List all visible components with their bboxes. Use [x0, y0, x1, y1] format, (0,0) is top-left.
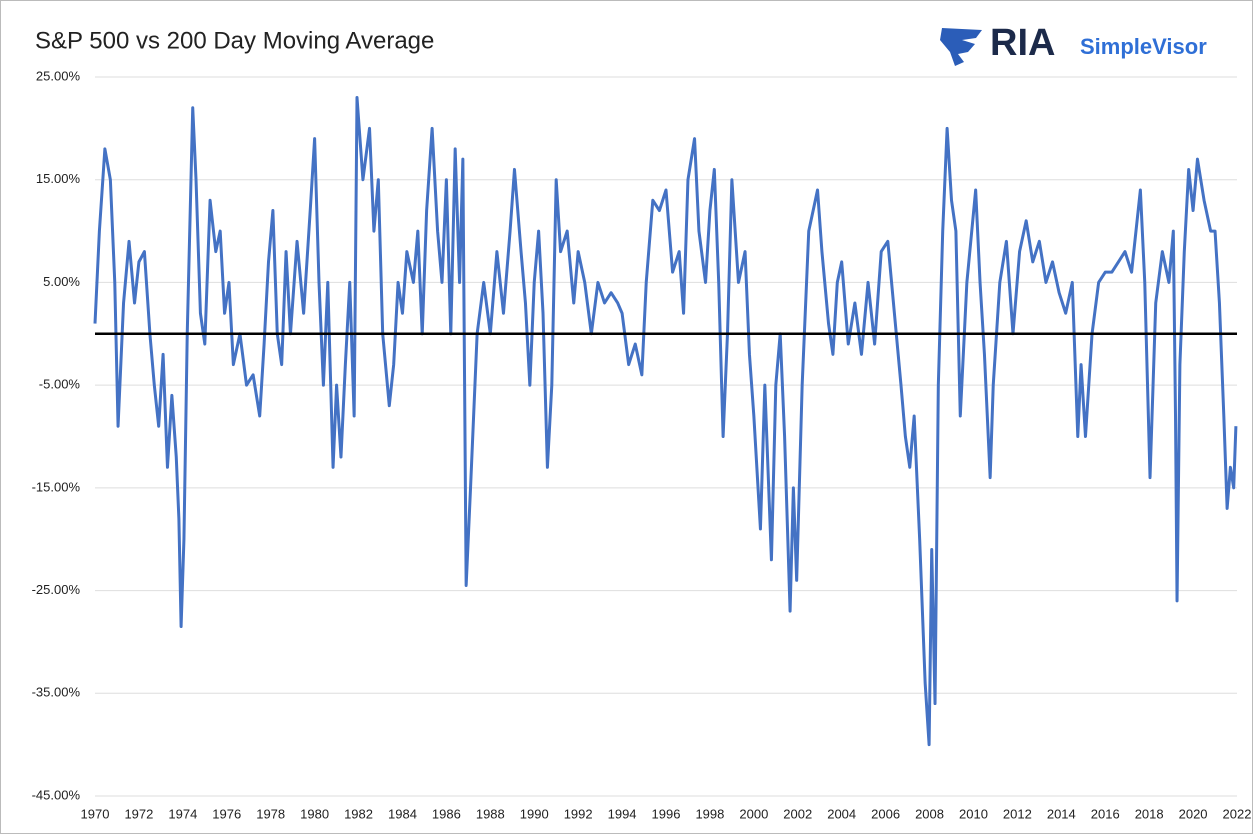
x-tick-label: 1990	[520, 806, 549, 821]
x-tick-label: 1984	[388, 806, 417, 821]
x-tick-label: 2016	[1091, 806, 1120, 821]
logo-brand: RIA	[990, 22, 1055, 64]
y-tick-label: 5.00%	[43, 274, 80, 289]
x-tick-label: 1996	[652, 806, 681, 821]
y-tick-label: 25.00%	[36, 68, 81, 83]
x-tick-label: 2006	[871, 806, 900, 821]
x-tick-label: 1992	[564, 806, 593, 821]
x-tick-label: 2020	[1179, 806, 1208, 821]
x-tick-label: 2022	[1223, 806, 1252, 821]
y-tick-label: -35.00%	[32, 685, 81, 700]
x-tick-label: 1974	[168, 806, 197, 821]
logo: RIA SimpleVisor	[940, 22, 1207, 66]
x-tick-label: 2014	[1047, 806, 1076, 821]
x-tick-label: 1994	[608, 806, 637, 821]
x-tick-label: 1980	[300, 806, 329, 821]
x-tick-label: 1982	[344, 806, 373, 821]
data-line	[93, 96, 1238, 747]
x-tick-label: 1998	[695, 806, 724, 821]
x-tick-label: 2008	[915, 806, 944, 821]
x-tick-label: 2002	[783, 806, 812, 821]
x-tick-label: 1976	[212, 806, 241, 821]
x-tick-label: 2004	[827, 806, 856, 821]
y-tick-label: -25.00%	[32, 582, 81, 597]
chart-title: S&P 500 vs 200 Day Moving Average	[35, 27, 434, 54]
x-tick-label: 2018	[1135, 806, 1164, 821]
x-tick-label: 2000	[739, 806, 768, 821]
x-tick-label: 1986	[432, 806, 461, 821]
y-tick-label: -5.00%	[39, 377, 81, 392]
x-tick-label: 2012	[1003, 806, 1032, 821]
x-tick-label: 1978	[256, 806, 285, 821]
logo-icon	[940, 28, 982, 66]
x-tick-label: 1988	[476, 806, 505, 821]
x-tick-label: 2010	[959, 806, 988, 821]
x-tick-label: 1972	[124, 806, 153, 821]
y-tick-label: 15.00%	[36, 171, 81, 186]
y-tick-label: -15.00%	[32, 479, 81, 494]
logo-product: SimpleVisor	[1080, 34, 1207, 59]
x-tick-label: 1970	[81, 806, 110, 821]
y-tick-label: -45.00%	[32, 787, 81, 802]
